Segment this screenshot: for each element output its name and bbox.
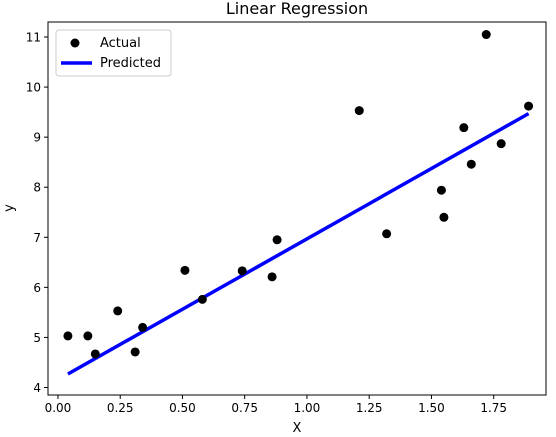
y-tick-label: 11 (26, 31, 41, 45)
actual-data-point (272, 235, 282, 245)
actual-data-point (439, 212, 449, 222)
x-tick-label: 1.50 (418, 401, 445, 415)
actual-data-point (459, 123, 469, 133)
x-tick-label: 1.25 (356, 401, 383, 415)
x-tick-label: 1.00 (294, 401, 321, 415)
legend: Actual Predicted (55, 29, 172, 77)
y-tick-label: 4 (33, 381, 41, 395)
actual-data-point (90, 349, 100, 359)
actual-data-point (382, 229, 392, 239)
plot-frame (47, 21, 547, 396)
actual-data-point (113, 306, 123, 316)
actual-data-point (237, 266, 247, 276)
actual-data-point (267, 272, 277, 282)
actual-data-point (436, 185, 446, 195)
chart-title: Linear Regression (226, 0, 368, 18)
x-axis-label: X (293, 421, 302, 436)
y-tick-label: 6 (33, 281, 41, 295)
x-tick-label: 1.75 (480, 401, 507, 415)
actual-data-point (496, 139, 506, 149)
actual-data-point (180, 265, 190, 275)
actual-data-point (481, 30, 491, 40)
y-axis: 4 5 6 7 8 9 10 11 (26, 31, 48, 395)
actual-data-point (130, 347, 140, 357)
actual-data-point (138, 322, 148, 332)
actual-data-point (354, 106, 364, 116)
y-tick-label: 7 (33, 231, 41, 245)
actual-data-point (197, 294, 207, 304)
actual-data-point (524, 101, 534, 111)
y-tick-label: 5 (33, 331, 41, 345)
x-tick-label: 0.50 (169, 401, 196, 415)
actual-data-point (83, 331, 93, 341)
actual-data-point (466, 159, 476, 169)
x-tick-label: 0.75 (231, 401, 258, 415)
y-tick-label: 9 (33, 131, 41, 145)
y-tick-label: 8 (33, 181, 41, 195)
plot-marks (63, 30, 534, 376)
legend-label-actual: Actual (100, 36, 141, 51)
plot-area (48, 22, 546, 395)
y-tick-label: 10 (26, 81, 41, 95)
x-tick-label: 0.25 (107, 401, 134, 415)
legend-marker-actual (70, 38, 80, 48)
x-axis: 0.00 0.25 0.50 0.75 1.00 1.25 1.50 1.75 (45, 395, 507, 415)
y-axis-label: y (2, 204, 17, 212)
legend-label-predicted: Predicted (100, 56, 161, 71)
x-tick-label: 0.00 (45, 401, 72, 415)
actual-data-point (63, 331, 73, 341)
